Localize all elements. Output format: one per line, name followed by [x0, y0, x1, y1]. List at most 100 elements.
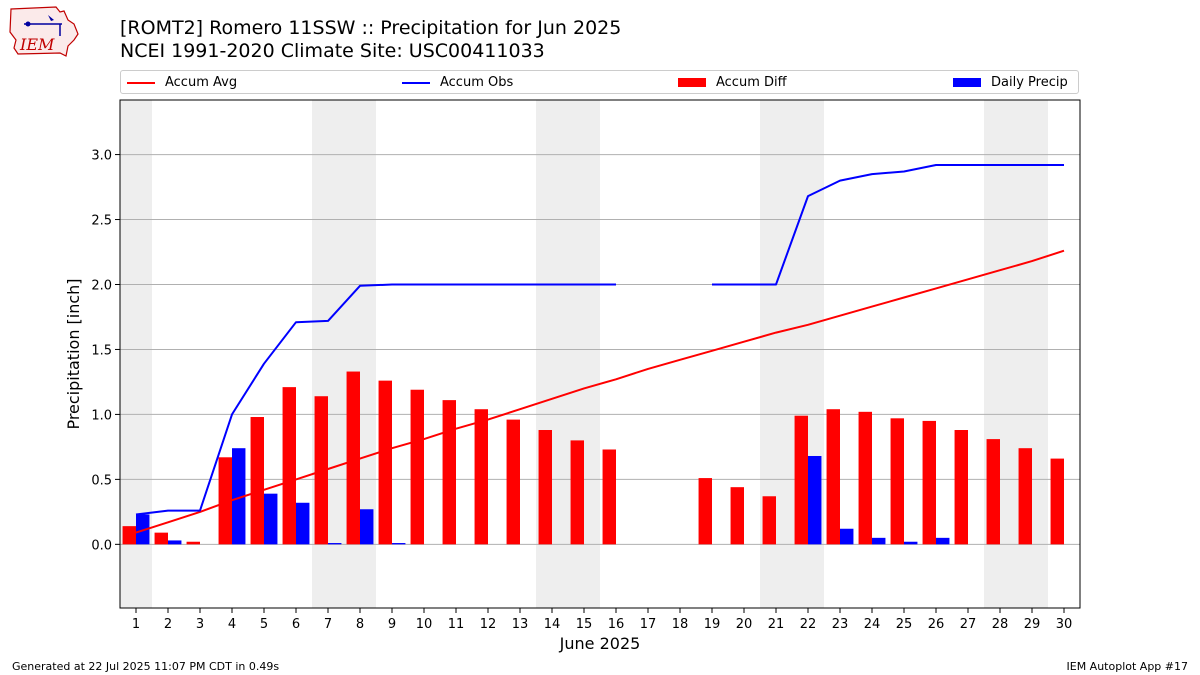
- iem-logo: IEM: [9, 6, 79, 57]
- x-tick-label: 2: [164, 617, 172, 632]
- y-axis-label: Precipitation [inch]: [64, 278, 83, 429]
- x-tick-label: 13: [512, 617, 529, 632]
- bar-accum-diff: [250, 417, 264, 545]
- bar-accum-diff: [954, 430, 968, 545]
- bar-accum-diff: [186, 541, 200, 545]
- bar-daily-precip: [328, 543, 342, 545]
- bar-daily-precip: [232, 448, 246, 545]
- x-tick-label: 25: [896, 617, 913, 632]
- line-accum-avg: [135, 249, 1065, 534]
- chart-subtitle: NCEI 1991-2020 Climate Site: USC00411033: [120, 40, 545, 62]
- bar-accum-diff: [986, 439, 1000, 545]
- legend-label-accum-avg: Accum Avg: [165, 75, 238, 90]
- bar-accum-diff: [346, 371, 360, 545]
- bar-accum-diff: [794, 415, 808, 545]
- x-tick-label: 15: [576, 617, 593, 632]
- y-tick-label: 2.0: [91, 278, 112, 293]
- bar-daily-precip: [296, 502, 310, 545]
- x-tick-label: 7: [324, 617, 332, 632]
- x-tick-label: 21: [768, 617, 785, 632]
- line-accum-obs: [712, 164, 1064, 286]
- line-accum-obs: [135, 283, 616, 516]
- legend-item-daily-precip: Daily Precip: [953, 74, 1068, 92]
- x-tick-label: 23: [832, 617, 849, 632]
- bar-accum-diff: [506, 419, 520, 545]
- y-tick-label: 2.5: [91, 214, 112, 229]
- x-tick-label: 11: [448, 617, 465, 632]
- bar-daily-precip: [264, 493, 278, 545]
- x-tick-label: 20: [736, 617, 753, 632]
- bar-daily-precip: [872, 537, 886, 545]
- legend-item-accum-obs: Accum Obs: [402, 74, 513, 92]
- x-tick-label: 26: [928, 617, 945, 632]
- x-tick-label: 6: [292, 617, 300, 632]
- x-tick-label: 9: [388, 617, 396, 632]
- bar-daily-precip: [808, 455, 822, 545]
- bar-accum-diff: [570, 440, 584, 545]
- bar-daily-precip: [168, 540, 182, 545]
- x-tick-label: 27: [960, 617, 977, 632]
- chart-title: [ROMT2] Romero 11SSW :: Precipitation fo…: [120, 17, 622, 39]
- bar-daily-precip: [840, 528, 854, 545]
- footer-generated: Generated at 22 Jul 2025 11:07 PM CDT in…: [12, 660, 280, 673]
- legend-item-accum-diff: Accum Diff: [678, 74, 787, 92]
- bar-accum-diff: [826, 409, 840, 545]
- bar-accum-diff: [474, 409, 488, 545]
- x-tick-label: 19: [704, 617, 721, 632]
- bar-daily-precip: [360, 509, 374, 545]
- bar-accum-diff: [378, 380, 392, 545]
- bar-daily-precip: [392, 543, 406, 545]
- legend: Accum Avg Accum Obs Accum Diff Daily Pre…: [120, 70, 1079, 94]
- bar-accum-diff: [922, 420, 936, 545]
- y-tick-label: 0.5: [91, 473, 112, 488]
- bar-accum-diff: [122, 526, 136, 545]
- bar-accum-diff: [1050, 458, 1064, 545]
- legend-label-accum-diff: Accum Diff: [716, 75, 787, 90]
- x-tick-label: 29: [1024, 617, 1041, 632]
- legend-swatch-red-box: [678, 78, 706, 87]
- y-tick-label: 1.5: [91, 343, 112, 358]
- legend-swatch-blue-box: [953, 78, 981, 87]
- x-tick-label: 4: [228, 617, 236, 632]
- bar-daily-precip: [936, 537, 950, 545]
- x-tick-label: 5: [260, 617, 268, 632]
- x-axis-label: June 2025: [559, 634, 641, 653]
- y-tick-label: 0.0: [91, 538, 112, 553]
- bar-accum-diff: [858, 411, 872, 545]
- x-tick-label: 8: [356, 617, 364, 632]
- legend-swatch-red-line: [127, 81, 155, 84]
- legend-item-accum-avg: Accum Avg: [127, 74, 237, 92]
- y-tick-label: 3.0: [91, 149, 112, 164]
- bar-accum-diff: [410, 389, 424, 545]
- x-tick-label: 17: [640, 617, 657, 632]
- legend-swatch-blue-line: [402, 81, 430, 84]
- footer-app: IEM Autoplot App #17: [1066, 660, 1189, 673]
- bar-accum-diff: [154, 532, 168, 545]
- bar-accum-diff: [730, 487, 744, 545]
- x-tick-label: 10: [416, 617, 433, 632]
- bar-accum-diff: [762, 496, 776, 545]
- bar-daily-precip: [904, 541, 918, 545]
- bar-accum-diff: [282, 387, 296, 545]
- bar-accum-diff: [698, 478, 712, 545]
- x-tick-label: 14: [544, 617, 561, 632]
- x-tick-label: 22: [800, 617, 817, 632]
- y-tick-label: 1.0: [91, 408, 112, 423]
- legend-label-accum-obs: Accum Obs: [440, 75, 514, 90]
- x-tick-label: 24: [864, 617, 881, 632]
- x-tick-label: 12: [480, 617, 497, 632]
- legend-label-daily-precip: Daily Precip: [991, 75, 1068, 90]
- x-tick-label: 30: [1056, 617, 1073, 632]
- bar-accum-diff: [1018, 448, 1032, 545]
- bar-accum-diff: [218, 457, 232, 545]
- plot-frame: [119, 99, 1081, 609]
- bar-accum-diff: [538, 430, 552, 545]
- bar-accum-diff: [890, 418, 904, 545]
- x-tick-label: 18: [672, 617, 689, 632]
- x-tick-label: 16: [608, 617, 625, 632]
- bar-accum-diff: [442, 400, 456, 545]
- x-tick-label: 1: [132, 617, 140, 632]
- bar-accum-diff: [602, 449, 616, 545]
- x-tick-label: 28: [992, 617, 1009, 632]
